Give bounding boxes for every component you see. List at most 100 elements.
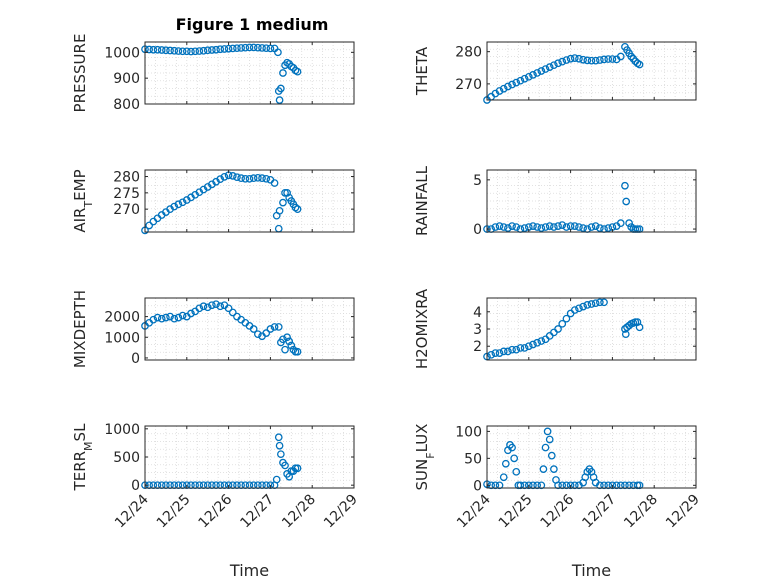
point-sun-flux-12: [516, 481, 525, 490]
point-pressure-17: [212, 45, 220, 54]
point-theta-16: [550, 61, 558, 70]
xtick-label-sun-flux-2: 12/26: [538, 491, 578, 531]
axes-box-theta: [486, 41, 697, 101]
point-sun-flux-39: [600, 481, 608, 490]
point-rainfall-14: [541, 223, 550, 231]
point-pressure-23: [237, 44, 245, 52]
point-air-temp-41: [291, 203, 300, 212]
point-h2omixra-7: [512, 345, 521, 354]
point-pressure-21: [228, 44, 237, 53]
point-sun-flux-40: [604, 481, 613, 490]
point-rainfall-17: [554, 222, 562, 230]
point-air-temp-26: [249, 174, 258, 183]
point-rainfall-3: [495, 222, 504, 230]
point-terr-msl-32: [272, 475, 281, 484]
point-air-temp-1: [145, 221, 154, 230]
point-mixdepth-17: [212, 300, 220, 309]
point-rainfall-32: [616, 219, 625, 227]
point-mixdepth-3: [153, 313, 162, 322]
point-h2omixra-30: [621, 330, 630, 339]
point-theta-8: [516, 76, 525, 85]
point-h2omixra-18: [558, 319, 567, 328]
point-h2omixra-24: [583, 301, 592, 309]
point-h2omixra-8: [516, 344, 525, 352]
point-pressure-6: [166, 46, 174, 55]
point-sun-flux-20: [543, 427, 552, 436]
point-air-temp-42: [293, 205, 302, 214]
point-sun-flux-19: [541, 443, 550, 452]
point-pressure-36: [279, 69, 287, 77]
point-pressure-15: [203, 46, 212, 55]
point-h2omixra-12: [533, 338, 542, 347]
point-h2omixra-4: [499, 347, 508, 356]
point-rainfall-35: [625, 219, 633, 227]
point-theta-11: [529, 71, 537, 79]
point-sun-flux-13: [520, 481, 529, 490]
point-rainfall-9: [520, 224, 529, 232]
point-theta-25: [587, 56, 596, 65]
point-mixdepth-5: [162, 313, 170, 322]
point-sun-flux-27: [562, 481, 571, 490]
point-sun-flux-43: [616, 481, 625, 490]
point-air-temp-24: [241, 174, 250, 183]
point-mixdepth-6: [166, 312, 174, 321]
point-air-temp-25: [245, 174, 254, 183]
point-sun-flux-4: [499, 473, 508, 482]
point-h2omixra-9: [520, 344, 529, 352]
point-rainfall-18: [558, 221, 567, 229]
point-mixdepth-39: [289, 345, 298, 354]
point-pressure-14: [199, 46, 208, 55]
point-theta-5: [504, 82, 512, 91]
point-h2omixra-2: [491, 349, 500, 357]
point-theta-10: [524, 72, 533, 81]
point-rainfall-16: [550, 223, 558, 231]
point-pressure-18: [216, 45, 225, 54]
point-h2omixra-26: [591, 299, 600, 308]
point-mixdepth-7: [170, 314, 179, 323]
point-mixdepth-27: [254, 330, 262, 339]
point-sun-flux-14: [524, 481, 533, 490]
point-pressure-1: [145, 45, 154, 54]
ytick-label-pressure-1: 900: [113, 71, 140, 87]
point-sun-flux-23: [550, 465, 558, 473]
series-h2omixra: [483, 298, 644, 361]
ytick-label-theta-0: 270: [455, 77, 482, 93]
series-pressure: [141, 43, 302, 104]
point-sun-flux-21: [545, 435, 554, 444]
point-pressure-3: [153, 45, 162, 54]
point-rainfall-27: [596, 224, 604, 232]
point-theta-40: [635, 60, 644, 69]
point-rainfall-12: [533, 223, 542, 231]
ytick-label-terr-msl-0: 0: [131, 478, 140, 494]
point-mixdepth-29: [262, 329, 271, 337]
point-pressure-24: [241, 43, 250, 52]
point-mixdepth-20: [224, 304, 233, 313]
point-rainfall-13: [537, 224, 546, 232]
point-theta-28: [600, 55, 608, 64]
point-pressure-9: [178, 47, 187, 56]
point-sun-flux-26: [558, 481, 567, 490]
point-air-temp-29: [262, 174, 271, 183]
point-mixdepth-36: [283, 333, 291, 342]
point-pressure-4: [157, 46, 166, 54]
point-pressure-11: [187, 47, 195, 56]
ytick-label-theta-1: 280: [455, 45, 482, 61]
subplot-theta: 270 280 THETA: [413, 41, 697, 104]
point-pressure-32: [274, 48, 282, 57]
point-mixdepth-31: [270, 323, 279, 331]
ytick-label-sun-flux-1: 50: [464, 451, 482, 467]
point-theta-36: [627, 52, 636, 61]
point-mixdepth-13: [195, 304, 204, 313]
point-rainfall-2: [491, 223, 500, 231]
point-sun-flux-16: [533, 481, 542, 490]
point-theta-26: [591, 56, 600, 65]
point-pressure-26: [249, 43, 258, 52]
point-rainfall-5: [504, 224, 512, 232]
point-terr-msl-33: [274, 433, 283, 442]
ytick-label-rainfall-0: 0: [473, 222, 482, 238]
ytick-label-pressure-0: 800: [113, 97, 140, 113]
point-pressure-28: [258, 44, 266, 52]
point-pressure-19: [220, 45, 229, 53]
point-pressure-5: [162, 46, 170, 55]
